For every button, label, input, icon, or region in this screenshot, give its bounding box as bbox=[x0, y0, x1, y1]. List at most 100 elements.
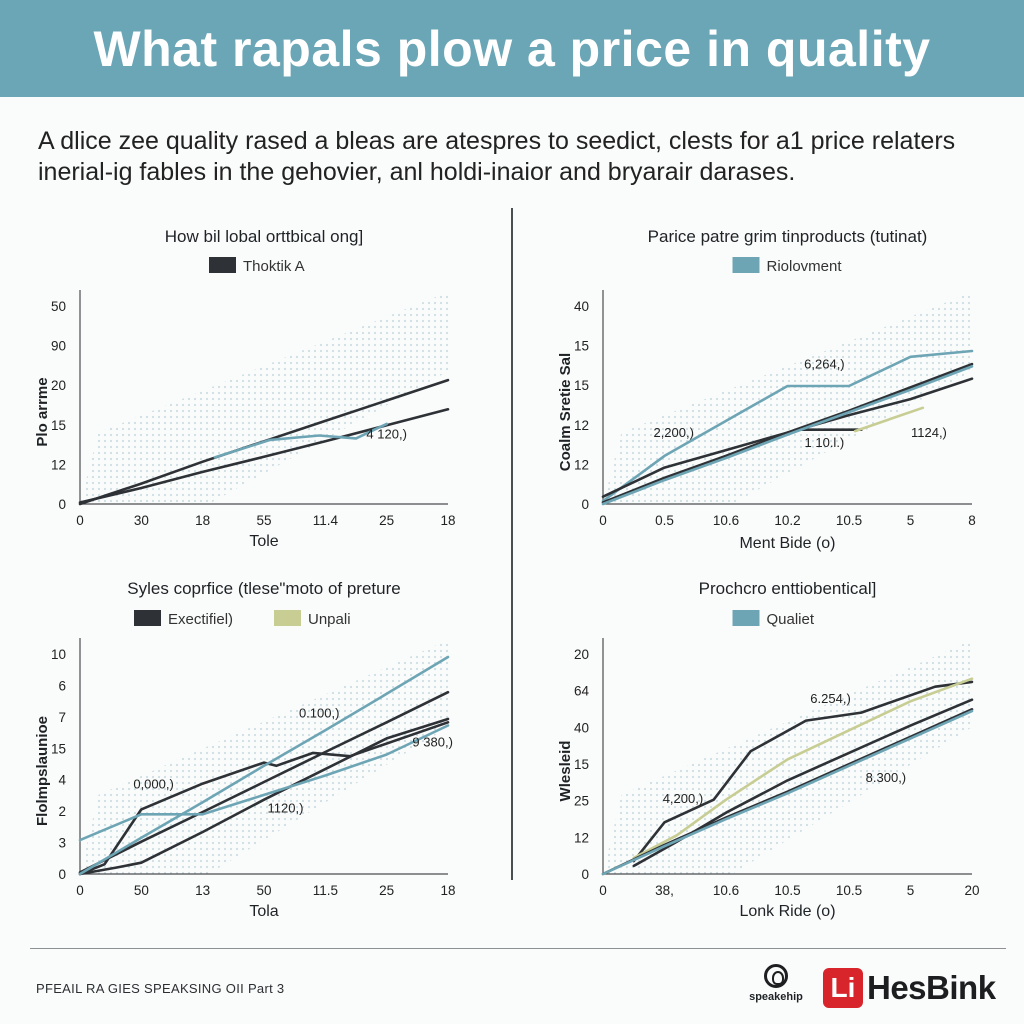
chart-legend: Qualiet bbox=[732, 610, 815, 628]
series-line bbox=[632, 677, 974, 860]
y-tick-label: 10 bbox=[51, 647, 66, 662]
x-tick-label: 38, bbox=[655, 883, 674, 898]
data-annotation: 0,000,) bbox=[133, 776, 173, 791]
halftone-band bbox=[603, 640, 972, 874]
x-tick-label: 25 bbox=[379, 513, 394, 528]
x-tick-label: 50 bbox=[256, 883, 271, 898]
y-tick-label: 15 bbox=[574, 339, 589, 354]
halftone-band bbox=[80, 640, 448, 874]
x-tick-label: 55 bbox=[256, 513, 271, 528]
chart-panel-4: Prochcro enttiobentical] Qualiet 0 38, 10.6 1… bbox=[557, 579, 980, 920]
legend-swatch bbox=[134, 610, 161, 626]
series-line bbox=[78, 717, 450, 876]
x-tick-label: 0.5 bbox=[655, 513, 674, 528]
x-tick-label: 5 bbox=[907, 883, 915, 898]
y-tick-label: 15 bbox=[51, 741, 66, 756]
chart-title: Parice patre grim tinproducts (tutinat) bbox=[648, 227, 928, 246]
y-tick-label: 15 bbox=[574, 757, 589, 772]
series-line bbox=[632, 680, 974, 863]
legend-swatch bbox=[732, 257, 760, 273]
data-annotation: 1 10.l.) bbox=[805, 435, 845, 450]
x-tick-label: 11.5 bbox=[313, 883, 338, 898]
chart-title: Prochcro enttiobentical] bbox=[699, 579, 877, 598]
speaker-icon bbox=[764, 964, 788, 988]
series-line bbox=[601, 709, 974, 876]
x-tick-label: 10.6 bbox=[713, 513, 739, 528]
y-tick-label: 7 bbox=[58, 710, 66, 725]
x-tick-label: 11.4 bbox=[313, 513, 339, 528]
data-annotation: 1120,) bbox=[268, 801, 304, 816]
y-tick-label: 90 bbox=[51, 339, 66, 354]
data-annotation: 8.300,) bbox=[866, 770, 906, 785]
y-axis-label: Wlesleid bbox=[557, 741, 574, 802]
x-axis-label: Ment Bide (o) bbox=[739, 535, 835, 552]
y-tick-label: 40 bbox=[574, 720, 589, 735]
series-line bbox=[601, 349, 974, 503]
series-line bbox=[853, 406, 925, 433]
speakership-logo[interactable]: speakehip bbox=[744, 964, 808, 1012]
y-tick-label: 40 bbox=[574, 299, 589, 314]
chart-legend: Exectifiel) Unpali bbox=[134, 610, 351, 628]
legend-label: Thoktik A bbox=[243, 258, 305, 275]
data-annotation: 1124,) bbox=[911, 425, 947, 440]
x-tick-label: 18 bbox=[195, 513, 210, 528]
y-tick-label: 12 bbox=[51, 457, 66, 472]
y-tick-label: 20 bbox=[574, 647, 589, 662]
x-tick-label: 10.5 bbox=[836, 883, 862, 898]
footer-text: PFEAIL RA GIES SPEAKSING OII Part 3 bbox=[36, 981, 285, 996]
halftone-band bbox=[80, 292, 448, 504]
y-axis-label: Flolmpslaunioe bbox=[34, 716, 51, 826]
data-annotation: 9 380,) bbox=[412, 734, 452, 749]
chart-title: Syles coprfice (tlese"moto of preture bbox=[127, 579, 400, 598]
x-axis-label: Tola bbox=[249, 903, 278, 920]
chart-panel-2: Parice patre grim tinproducts (tutinat) R… bbox=[557, 227, 976, 552]
legend-label: Qualiet bbox=[767, 611, 815, 628]
x-tick-label: 10.5 bbox=[836, 513, 862, 528]
data-annotation: 2,200,) bbox=[653, 425, 693, 440]
y-tick-label: 12 bbox=[574, 418, 589, 433]
y-tick-label: 6 bbox=[58, 678, 66, 693]
chart-legend: Riolovment bbox=[732, 257, 842, 275]
y-tick-label: 0 bbox=[581, 867, 589, 882]
chart-panel-3: Syles coprfice (tlese"moto of preture Exe… bbox=[34, 579, 456, 920]
x-tick-label: 5 bbox=[907, 513, 915, 528]
series-line bbox=[78, 655, 450, 876]
x-tick-label: 25 bbox=[379, 883, 394, 898]
data-annotation: 0.100,) bbox=[299, 705, 339, 720]
y-axis-label: Coalm Sretie Sal bbox=[557, 353, 574, 471]
halftone-band bbox=[603, 292, 972, 504]
y-tick-label: 2 bbox=[58, 804, 66, 819]
y-tick-label: 0 bbox=[581, 497, 589, 512]
x-tick-label: 50 bbox=[134, 883, 149, 898]
x-tick-label: 20 bbox=[964, 883, 979, 898]
brand-name: HesBink bbox=[867, 969, 996, 1006]
y-tick-label: 64 bbox=[574, 684, 590, 699]
y-tick-label: 25 bbox=[574, 794, 589, 809]
page-title: What rapals plow a price in quality bbox=[93, 20, 931, 77]
y-tick-label: 12 bbox=[574, 830, 589, 845]
chart-title: How bil lobal orttbical ong] bbox=[165, 227, 363, 246]
x-axis-label: Lonk Ride (o) bbox=[739, 903, 835, 920]
data-annotation: 4,200,) bbox=[663, 791, 703, 806]
series-line bbox=[78, 690, 450, 874]
legend-swatch bbox=[209, 257, 236, 273]
brand-logo[interactable]: Li HesBink bbox=[823, 968, 996, 1008]
logo-label: speakehip bbox=[749, 991, 803, 1003]
chart-grid: How bil lobal orttbical ong] Thoktik A 0 30… bbox=[34, 227, 980, 920]
chart-panel-1: How bil lobal orttbical ong] Thoktik A 0 30… bbox=[34, 227, 456, 550]
x-tick-label: 0 bbox=[76, 513, 84, 528]
x-tick-label: 10.2 bbox=[774, 513, 800, 528]
y-tick-label: 0 bbox=[58, 497, 66, 512]
x-tick-label: 30 bbox=[134, 513, 149, 528]
y-tick-label: 4 bbox=[58, 773, 66, 788]
x-tick-label: 10.5 bbox=[774, 883, 800, 898]
series-line bbox=[213, 422, 389, 459]
y-tick-label: 15 bbox=[51, 418, 66, 433]
data-annotation: 4 120,) bbox=[366, 426, 406, 441]
y-axis-label: Plo arrme bbox=[34, 377, 51, 446]
title-banner: What rapals plow a price in quality bbox=[0, 0, 1024, 97]
series-line bbox=[601, 362, 974, 504]
x-tick-label: 0 bbox=[599, 883, 607, 898]
x-tick-label: 0 bbox=[76, 883, 84, 898]
legend-swatch bbox=[274, 610, 301, 626]
